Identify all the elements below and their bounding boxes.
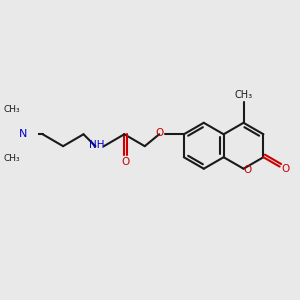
- Text: O: O: [155, 128, 163, 138]
- Text: O: O: [244, 165, 252, 176]
- Text: O: O: [121, 157, 129, 167]
- Text: NH: NH: [88, 140, 104, 150]
- Text: N: N: [19, 129, 27, 139]
- Text: CH₃: CH₃: [235, 90, 253, 100]
- Text: O: O: [281, 164, 290, 174]
- Text: CH₃: CH₃: [4, 105, 20, 114]
- Text: CH₃: CH₃: [4, 154, 20, 164]
